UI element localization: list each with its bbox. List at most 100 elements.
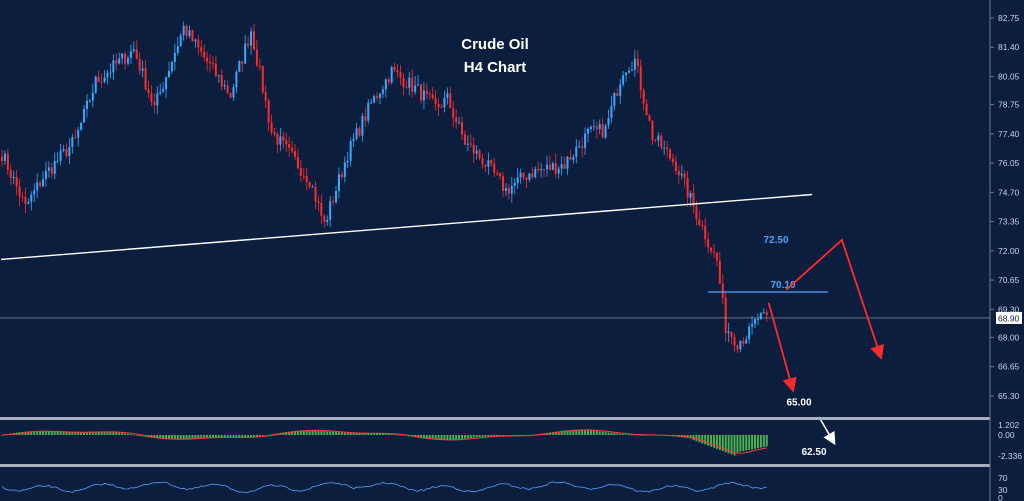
macd-histogram-bar bbox=[724, 435, 727, 453]
macd-histogram-bar bbox=[566, 430, 569, 435]
candle bbox=[572, 154, 575, 164]
macd-histogram-bar bbox=[24, 431, 27, 435]
candle bbox=[715, 252, 718, 267]
macd-histogram-bar bbox=[21, 431, 24, 435]
macd-histogram-bar bbox=[88, 431, 91, 435]
macd-histogram-bar bbox=[94, 431, 97, 435]
projection-arrow bbox=[785, 238, 884, 360]
candle bbox=[209, 54, 212, 73]
candle bbox=[77, 126, 80, 147]
macd-histogram-bar bbox=[232, 435, 235, 438]
price-tick-label: 72.00 bbox=[998, 246, 1020, 256]
macd-histogram-bar bbox=[352, 433, 355, 435]
level-label: 72.50 bbox=[763, 235, 788, 246]
candle bbox=[109, 63, 112, 79]
price-tick-label: 77.40 bbox=[998, 129, 1020, 139]
price-tick-label: 66.65 bbox=[998, 362, 1020, 372]
macd-histogram-bar bbox=[507, 435, 510, 436]
svg-text:68.90: 68.90 bbox=[998, 313, 1020, 323]
candle bbox=[156, 86, 159, 115]
candle bbox=[373, 94, 376, 104]
rsi-tick-label: 70 bbox=[998, 473, 1008, 483]
macd-histogram-bar bbox=[115, 432, 118, 435]
macd-histogram-bar bbox=[118, 432, 121, 435]
macd-histogram-bar bbox=[185, 435, 188, 439]
macd-histogram-bar bbox=[487, 435, 490, 437]
candle bbox=[475, 145, 478, 160]
candle bbox=[490, 159, 493, 167]
candle bbox=[100, 74, 103, 88]
candle bbox=[642, 87, 645, 111]
candle bbox=[74, 128, 77, 139]
price-tick-label: 70.65 bbox=[998, 275, 1020, 285]
candle bbox=[50, 162, 53, 179]
candle bbox=[182, 21, 185, 41]
candle bbox=[745, 335, 748, 344]
price-tick-label: 82.75 bbox=[998, 13, 1020, 23]
candle bbox=[551, 161, 554, 171]
candle bbox=[710, 247, 713, 255]
price-tick-label: 73.35 bbox=[998, 217, 1020, 227]
candle bbox=[85, 94, 88, 118]
candle bbox=[6, 148, 9, 175]
macd-histogram-bar bbox=[1, 435, 3, 436]
macd-histogram-bar bbox=[616, 433, 619, 435]
candle bbox=[220, 68, 223, 91]
candle bbox=[417, 74, 420, 86]
candle bbox=[469, 134, 472, 148]
macd-tick-label: 1.202 bbox=[998, 420, 1020, 430]
candle bbox=[592, 119, 595, 131]
candle bbox=[91, 83, 94, 108]
candle bbox=[384, 78, 387, 98]
rsi-panel bbox=[1, 481, 767, 493]
candle bbox=[44, 161, 47, 187]
macd-histogram-bar bbox=[560, 430, 563, 435]
candle bbox=[625, 72, 628, 82]
macd-histogram-bar bbox=[141, 435, 144, 437]
candle bbox=[587, 127, 589, 143]
candle bbox=[393, 62, 396, 73]
macd-histogram-bar bbox=[425, 435, 428, 440]
macd-histogram-bar bbox=[452, 435, 455, 440]
macd-histogram-bar bbox=[364, 433, 367, 435]
price-tick-label: 80.05 bbox=[998, 71, 1020, 81]
macd-histogram-bar bbox=[578, 429, 581, 435]
candle bbox=[358, 126, 361, 137]
macd-histogram-bar bbox=[85, 432, 88, 435]
candle bbox=[261, 65, 264, 95]
candle bbox=[132, 41, 135, 54]
macd-histogram-bar bbox=[636, 434, 639, 436]
macd-histogram-bar bbox=[754, 435, 757, 449]
candle bbox=[9, 164, 12, 186]
macd-signal-line bbox=[1, 429, 767, 454]
candle bbox=[39, 180, 42, 189]
candle bbox=[645, 99, 648, 116]
panel-separator bbox=[0, 464, 990, 467]
macd-histogram-bar bbox=[469, 435, 472, 438]
macd-histogram-bar bbox=[168, 435, 171, 440]
macd-histogram-bar bbox=[376, 433, 379, 435]
macd-histogram-bar bbox=[77, 432, 80, 435]
macd-histogram-bar bbox=[762, 435, 765, 447]
candle bbox=[513, 178, 516, 194]
macd-histogram-bar bbox=[639, 434, 642, 436]
macd-histogram-bar bbox=[80, 432, 83, 435]
macd-histogram-bar bbox=[39, 431, 42, 435]
macd-histogram-bar bbox=[466, 435, 469, 439]
candle bbox=[138, 52, 141, 75]
macd-histogram-bar bbox=[751, 435, 754, 450]
projection-arrow bbox=[767, 302, 797, 393]
macd-histogram-bar bbox=[335, 432, 338, 435]
candle bbox=[654, 138, 657, 143]
price-tick-label: 81.40 bbox=[998, 42, 1020, 52]
candle bbox=[103, 70, 106, 84]
candle bbox=[226, 80, 229, 95]
candle bbox=[364, 107, 367, 128]
macd-histogram-bar bbox=[373, 433, 376, 435]
candle bbox=[569, 149, 572, 161]
candle bbox=[419, 83, 422, 104]
macd-histogram-bar bbox=[320, 430, 323, 435]
macd-histogram-bar bbox=[176, 435, 179, 440]
macd-histogram-bar bbox=[36, 431, 39, 435]
candle bbox=[443, 90, 446, 113]
